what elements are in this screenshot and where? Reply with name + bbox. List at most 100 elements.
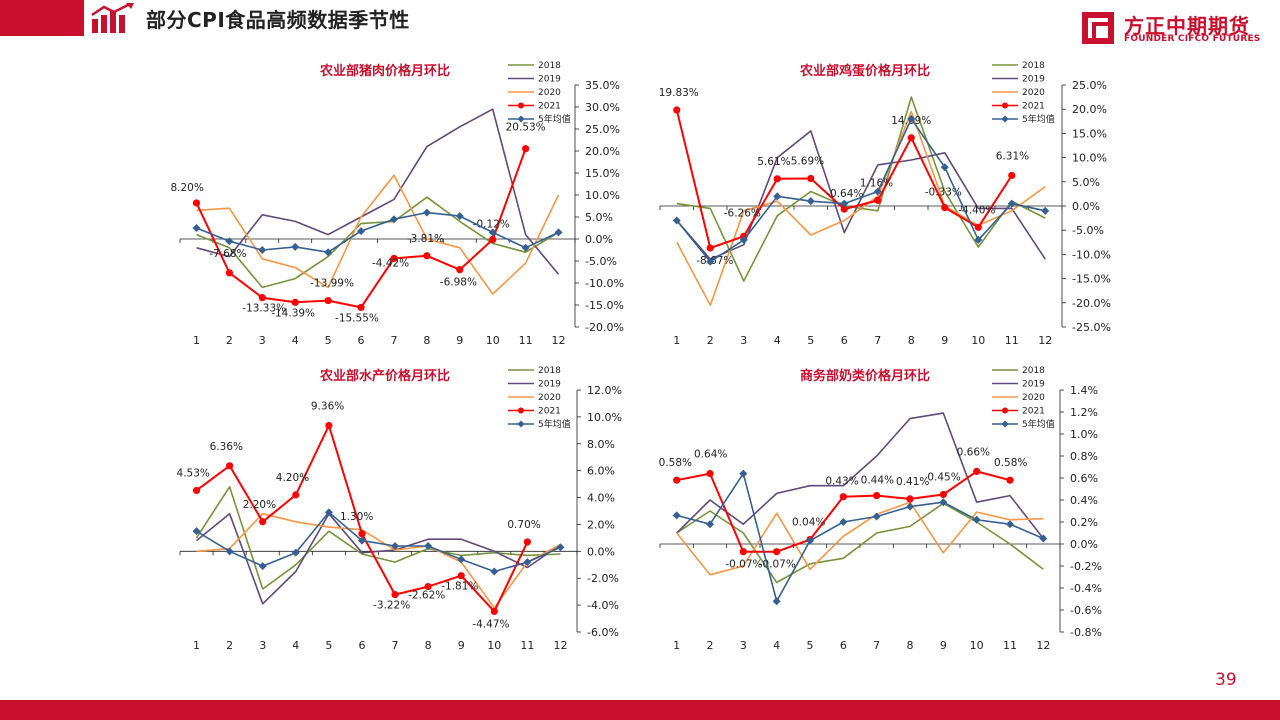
data-point <box>258 246 267 254</box>
x-tick-label: 1 <box>193 334 200 347</box>
legend-label: 2019 <box>1022 380 1045 390</box>
x-tick-label: 5 <box>807 334 814 347</box>
x-tick-label: 1 <box>193 639 200 652</box>
data-point <box>939 490 947 499</box>
data-label: 20.53% <box>506 122 546 134</box>
y-tick-label: 30.0% <box>585 101 620 114</box>
legend-marker <box>1002 102 1008 109</box>
x-tick-label: 12 <box>553 639 567 652</box>
data-label: 5.61% <box>757 156 790 168</box>
data-label: 1.16% <box>860 177 893 189</box>
data-label: 0.58% <box>994 457 1027 469</box>
x-tick-label: 10 <box>487 639 501 652</box>
series-line-2019 <box>676 412 1044 539</box>
y-tick-label: 10.0% <box>587 411 622 424</box>
data-label: 4.20% <box>276 472 309 484</box>
y-tick-label: -15.0% <box>1072 273 1111 286</box>
data-point <box>324 248 333 257</box>
data-point <box>972 515 981 524</box>
series-line-5年均值 <box>196 211 559 253</box>
data-label: 5.69% <box>791 155 824 167</box>
legend-label: 2018 <box>538 61 561 71</box>
data-point <box>291 298 299 306</box>
x-tick-label: 2 <box>707 639 714 652</box>
legend-label: 2020 <box>1022 393 1045 403</box>
legend-label: 2019 <box>538 75 561 85</box>
data-label: -0.64% <box>826 188 863 200</box>
y-tick-label: -0.2% <box>1070 560 1102 573</box>
data-point <box>456 266 464 274</box>
y-tick-label: 8.0% <box>587 438 615 451</box>
data-point <box>391 541 400 550</box>
y-tick-label: 20.0% <box>1072 103 1107 116</box>
data-point <box>706 244 714 252</box>
x-tick-label: 6 <box>358 334 365 347</box>
y-tick-label: 0.8% <box>1070 450 1098 463</box>
data-point <box>1006 476 1014 484</box>
x-tick-label: 12 <box>552 334 566 347</box>
data-point <box>1007 199 1016 208</box>
data-point <box>1008 171 1016 180</box>
data-point <box>1006 520 1014 529</box>
series-line-2020 <box>676 110 1046 306</box>
x-tick-label: 11 <box>519 334 533 347</box>
x-tick-label: 1 <box>673 334 680 347</box>
data-label: -2.62% <box>408 590 445 602</box>
data-point <box>192 527 201 536</box>
data-point <box>840 199 849 208</box>
chart-svg: 商务部奶类价格月环比 1.4% 1.2% 1.0% 0.8% 0.6% 0.4% 0.2% 0.… <box>659 366 1102 652</box>
x-tick-label: 11 <box>1003 639 1017 652</box>
data-point <box>941 203 949 212</box>
y-tick-label: 25.0% <box>1072 79 1107 92</box>
chart-pork-mom: 农业部猪肉价格月环比 35.0% 30.0% 25.0% 20.0% 15.0% 10.0%… <box>150 55 640 355</box>
data-label: 0.64% <box>694 449 727 461</box>
data-point <box>556 543 565 552</box>
series-line-5年均值 <box>196 511 561 573</box>
series-line-2018 <box>676 502 1044 584</box>
x-tick-label: 9 <box>456 334 463 347</box>
x-tick-label: 3 <box>259 639 266 652</box>
data-label: 4.53% <box>177 467 210 479</box>
legend-label: 2019 <box>538 380 561 390</box>
data-label: 6.36% <box>210 441 243 453</box>
data-point <box>488 228 497 237</box>
x-tick-label: 6 <box>358 639 365 652</box>
data-point <box>807 174 815 183</box>
brand-logo: 方正中期期货 FOUNDER CIFCO FUTURES <box>1082 8 1272 48</box>
y-tick-label: -10.0% <box>585 277 624 290</box>
data-point <box>291 242 300 251</box>
data-point <box>391 591 399 599</box>
legend-label: 2020 <box>538 88 561 98</box>
data-point <box>521 243 530 252</box>
header-accent-bar <box>0 0 84 36</box>
data-point <box>907 134 915 142</box>
legend-label: 5年均值 <box>1022 418 1055 430</box>
data-point <box>672 216 681 225</box>
data-label: -14.39% <box>271 307 315 319</box>
series-line-2021 <box>675 109 1013 249</box>
chart-milk-mom: 商务部奶类价格月环比 1.4% 1.2% 1.0% 0.8% 0.6% 0.4% 0.2% 0.… <box>630 360 1130 660</box>
chart-title: 农业部猪肉价格月环比 <box>319 63 450 79</box>
legend-label: 2018 <box>1022 366 1045 376</box>
chart-title: 农业部鸡蛋价格月环比 <box>799 63 930 79</box>
y-tick-label: -10.0% <box>1072 248 1111 261</box>
data-point <box>874 196 882 204</box>
x-tick-label: 6 <box>840 639 847 652</box>
legend-label: 2020 <box>538 393 561 403</box>
data-point <box>424 582 432 591</box>
data-label: -13.99% <box>310 278 354 290</box>
data-label: 2.20% <box>243 499 276 511</box>
data-point <box>357 227 366 236</box>
x-tick-label: 8 <box>907 639 914 652</box>
data-point <box>259 518 267 526</box>
data-point <box>225 269 233 277</box>
data-label: 0.58% <box>659 457 692 469</box>
x-tick-label: 10 <box>970 639 984 652</box>
y-tick-label: 15.0% <box>585 167 620 180</box>
brand-name-cn: 方正中期期货 <box>1124 14 1250 38</box>
data-point <box>358 530 366 538</box>
data-label: 0.41% <box>896 476 929 488</box>
y-tick-label: 0.0% <box>1072 200 1100 213</box>
y-tick-label: 1.2% <box>1070 406 1098 419</box>
series-line-2019 <box>196 108 560 275</box>
